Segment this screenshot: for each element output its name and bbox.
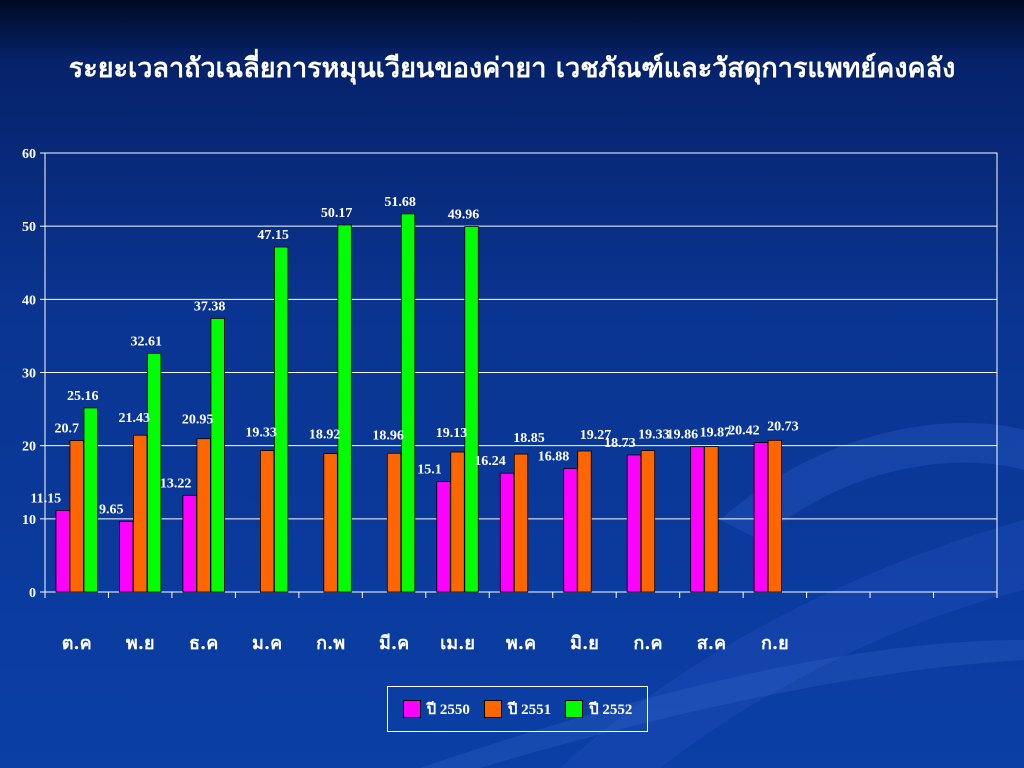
bar — [563, 468, 578, 593]
legend-swatch-2551 — [483, 700, 502, 718]
x-tick-label: ก.พ — [316, 633, 345, 654]
data-label: 19.86 — [667, 428, 699, 443]
bar — [182, 494, 197, 593]
x-tick-label: ม.ค — [252, 633, 282, 654]
x-tick-label: ส.ค — [697, 633, 726, 654]
bar — [704, 446, 719, 593]
data-label: 25.16 — [67, 389, 99, 404]
bar — [337, 224, 352, 593]
x-tick-label: พ.ค — [506, 633, 536, 654]
data-label: 16.88 — [538, 449, 570, 464]
bar — [386, 452, 402, 593]
chart-title: ระยะเวลาถัวเฉลี่ยการหมุนเวียนของค่ายา เว… — [68, 53, 956, 84]
data-label: 15.1 — [417, 463, 442, 478]
bar — [400, 213, 416, 593]
data-label: 21.43 — [118, 411, 150, 426]
legend-item-2551: ปี 2551 — [483, 697, 552, 721]
data-label: 16.24 — [474, 454, 506, 469]
bar — [259, 450, 275, 593]
x-tick-label: มิ.ย — [570, 633, 599, 654]
bar — [436, 481, 451, 593]
legend-swatch-2552 — [565, 700, 584, 718]
y-tick-label: 10 — [22, 513, 36, 528]
bar — [626, 454, 642, 593]
bar — [690, 446, 705, 593]
data-label: 19.27 — [580, 428, 612, 443]
bar — [323, 453, 338, 593]
legend-label-2550: ปี 2550 — [426, 702, 470, 718]
bar — [55, 510, 70, 593]
data-label: 19.33 — [638, 428, 670, 443]
data-label: 18.85 — [513, 431, 545, 446]
bar — [513, 453, 529, 593]
bar — [450, 451, 465, 593]
x-tick-label: ต.ค — [62, 633, 92, 654]
data-label: 47.15 — [257, 228, 289, 243]
legend-label-2552: ปี 2552 — [589, 702, 633, 718]
data-label: 51.68 — [384, 195, 416, 210]
bar — [464, 226, 479, 593]
bar — [640, 450, 656, 593]
x-tick-label: เม.ย — [440, 633, 475, 654]
bar — [119, 520, 134, 593]
data-label: 50.17 — [321, 206, 353, 221]
bar — [577, 450, 592, 593]
data-label: 32.61 — [130, 334, 162, 349]
y-tick-label: 40 — [22, 293, 36, 308]
x-tick-label: มี.ค — [379, 633, 409, 654]
legend-item-2550: ปี 2550 — [402, 697, 470, 721]
data-label: 19.33 — [245, 426, 277, 441]
bar — [83, 407, 98, 593]
legend-item-2552: ปี 2552 — [565, 697, 632, 721]
x-tick-label: พ.ย — [126, 633, 155, 654]
data-label: 18.96 — [372, 428, 404, 443]
data-label: 13.22 — [160, 476, 192, 491]
y-tick-label: 30 — [22, 367, 36, 382]
x-tick-label: ธ.ค — [189, 633, 218, 654]
bar — [753, 442, 769, 593]
chart-legend: ปี 2550 ปี 2551 ปี 2552 — [387, 686, 648, 732]
data-label: 9.65 — [99, 502, 124, 517]
bar — [69, 440, 84, 593]
y-tick-label: 60 — [22, 147, 36, 162]
y-tick-label: 0 — [29, 586, 36, 601]
data-label: 19.87 — [700, 426, 732, 441]
bar — [210, 318, 225, 593]
data-label: 18.92 — [309, 428, 341, 443]
bar — [196, 438, 211, 593]
data-label: 20.7 — [54, 422, 79, 437]
data-label: 20.42 — [728, 424, 760, 439]
x-tick-label: ก.ค — [633, 633, 662, 654]
y-tick-label: 50 — [22, 220, 36, 235]
bar — [273, 246, 289, 593]
x-tick-label: ก.ย — [761, 633, 789, 654]
bar — [147, 353, 162, 593]
legend-label-2551: ปี 2551 — [507, 702, 552, 718]
data-label: 19.13 — [436, 426, 468, 441]
data-label: 11.15 — [30, 491, 61, 506]
data-label: 18.73 — [604, 436, 636, 451]
data-label: 49.96 — [448, 207, 480, 222]
data-label: 20.95 — [182, 413, 214, 428]
y-tick-label: 20 — [22, 440, 36, 455]
data-label: 37.38 — [194, 300, 226, 315]
data-label: 20.73 — [767, 419, 799, 434]
bar — [499, 472, 515, 593]
legend-swatch-2550 — [402, 700, 421, 718]
bar — [133, 434, 148, 593]
bar — [767, 439, 783, 593]
